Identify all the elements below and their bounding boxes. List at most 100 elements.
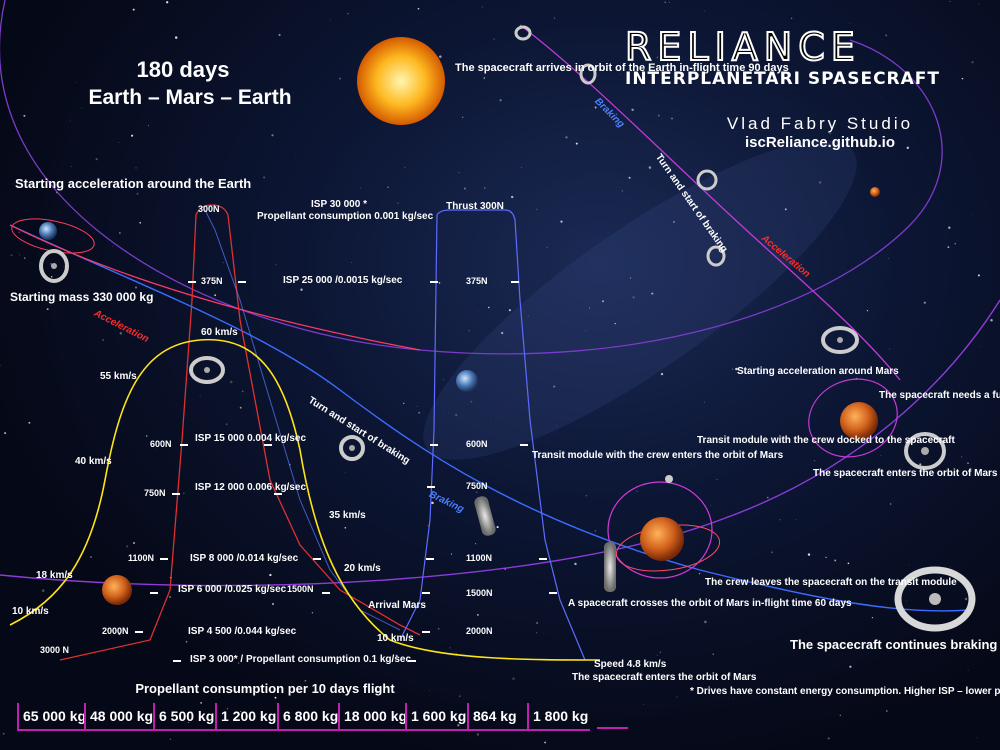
star <box>919 463 922 466</box>
star <box>470 400 473 403</box>
star <box>648 166 652 169</box>
mars-local-orbit <box>808 378 898 458</box>
star <box>623 64 625 66</box>
star <box>155 448 156 450</box>
star <box>135 167 137 169</box>
star <box>139 221 142 224</box>
star <box>253 355 254 356</box>
star <box>698 572 701 575</box>
star <box>327 382 329 384</box>
star <box>660 372 664 376</box>
star <box>906 600 907 601</box>
star <box>183 492 185 494</box>
star <box>585 330 587 332</box>
speed-35: 35 km/s <box>329 510 366 521</box>
speed-60: 60 km/s <box>201 327 238 338</box>
star <box>829 133 831 135</box>
star <box>949 566 951 568</box>
thrust-750n-left: 750N <box>144 488 166 498</box>
star <box>2 732 5 735</box>
star <box>438 628 440 630</box>
thrust-375n-left: 375N <box>201 276 223 286</box>
star <box>671 117 673 120</box>
star <box>387 186 389 188</box>
star <box>348 659 352 662</box>
star <box>731 368 733 370</box>
star <box>275 263 277 266</box>
tick <box>172 493 180 495</box>
tick <box>180 444 188 446</box>
star <box>70 165 72 167</box>
isp-30000-consumption: Propellant consumption 0.001 kg/sec <box>257 211 434 222</box>
star <box>784 208 787 211</box>
star <box>477 614 479 616</box>
star <box>834 559 837 562</box>
star <box>947 246 950 249</box>
spacecraft-icon-arrival <box>514 25 597 85</box>
star <box>575 142 578 145</box>
star <box>825 556 827 559</box>
star <box>839 714 841 717</box>
star <box>636 490 638 492</box>
thrust-2000n-right: 2000N <box>466 626 493 636</box>
star <box>166 1 169 4</box>
star <box>544 741 546 744</box>
star <box>46 308 49 311</box>
star <box>536 208 538 210</box>
star <box>954 243 956 245</box>
star <box>632 296 635 299</box>
star <box>967 669 969 671</box>
star <box>240 711 241 712</box>
star <box>76 660 78 662</box>
tick <box>135 631 143 633</box>
star <box>475 491 478 493</box>
star <box>89 555 93 559</box>
star <box>118 632 121 635</box>
star <box>23 114 26 117</box>
isp-30000-label: ISP 30 000 * <box>311 199 367 210</box>
star <box>458 172 460 173</box>
star <box>119 232 121 234</box>
star <box>556 425 557 426</box>
tick <box>160 558 168 560</box>
star <box>779 519 781 521</box>
mars-icon-right <box>840 402 878 440</box>
star <box>668 1 670 3</box>
star <box>136 192 139 195</box>
tick <box>426 558 434 560</box>
star <box>499 99 502 102</box>
star <box>106 371 108 373</box>
star <box>890 503 892 505</box>
star <box>222 262 224 264</box>
star <box>131 134 134 137</box>
star <box>886 710 888 712</box>
brand-subtitle: INTERPLANETARI SPASECRAFT <box>625 69 940 89</box>
star <box>397 202 399 205</box>
star <box>704 401 705 403</box>
thrust-curve-return <box>399 209 586 661</box>
note-transit-enters: Transit module with the crew enters the … <box>532 450 784 461</box>
star <box>442 379 444 381</box>
star <box>553 385 556 388</box>
note-docked: Transit module with the crew docked to t… <box>697 435 955 446</box>
star <box>269 573 272 577</box>
acceleration-trajectory-earth <box>9 224 421 351</box>
tick <box>313 558 321 560</box>
isp-3000-label: ISP 3 000* / Propellant consumption 0.1 … <box>190 654 412 665</box>
thrust-600n-right: 600N <box>466 439 488 449</box>
consumption-cell: 6 800 kg <box>277 703 339 731</box>
star <box>795 519 797 520</box>
spacecraft-icon-refuel <box>904 432 946 470</box>
star <box>847 562 850 565</box>
star <box>889 348 891 350</box>
star <box>521 167 522 168</box>
star <box>978 3 980 5</box>
star <box>631 108 634 112</box>
star <box>908 564 910 566</box>
star <box>199 395 201 397</box>
star <box>643 704 644 705</box>
thrust-curve-outbound <box>59 204 421 661</box>
star <box>237 662 240 664</box>
